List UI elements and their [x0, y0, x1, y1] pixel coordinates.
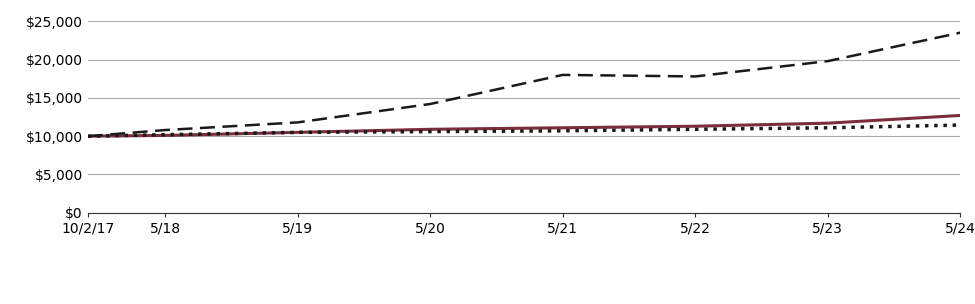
Standard & Poor's 500 Stock Index, $23,516 — [292, 121, 303, 124]
ICE BofA 0-3 Month U.S. Treasury Bill Index, $11,453 — [82, 134, 94, 138]
Line: ICE BofA 0-3 Month U.S. Treasury Bill Index, $11,453: ICE BofA 0-3 Month U.S. Treasury Bill In… — [88, 125, 960, 136]
ICE BofA 0-3 Month U.S. Treasury Bill Index, $11,453 — [955, 123, 966, 127]
MFS Managed Wealth Fund, $12,708 — [292, 130, 303, 134]
ICE BofA 0-3 Month U.S. Treasury Bill Index, $11,453 — [822, 126, 834, 130]
ICE BofA 0-3 Month U.S. Treasury Bill Index, $11,453 — [292, 130, 303, 134]
Line: MFS Managed Wealth Fund, $12,708: MFS Managed Wealth Fund, $12,708 — [88, 116, 960, 136]
Standard & Poor's 500 Stock Index, $23,516 — [822, 59, 834, 63]
MFS Managed Wealth Fund, $12,708 — [159, 133, 171, 137]
ICE BofA 0-3 Month U.S. Treasury Bill Index, $11,453 — [689, 127, 701, 131]
ICE BofA 0-3 Month U.S. Treasury Bill Index, $11,453 — [424, 130, 436, 133]
Standard & Poor's 500 Stock Index, $23,516 — [689, 74, 701, 78]
MFS Managed Wealth Fund, $12,708 — [955, 114, 966, 117]
ICE BofA 0-3 Month U.S. Treasury Bill Index, $11,453 — [159, 133, 171, 136]
Line: Standard & Poor's 500 Stock Index, $23,516: Standard & Poor's 500 Stock Index, $23,5… — [88, 33, 960, 136]
Standard & Poor's 500 Stock Index, $23,516 — [955, 31, 966, 34]
Standard & Poor's 500 Stock Index, $23,516 — [82, 134, 94, 138]
Standard & Poor's 500 Stock Index, $23,516 — [557, 73, 568, 77]
MFS Managed Wealth Fund, $12,708 — [689, 124, 701, 128]
MFS Managed Wealth Fund, $12,708 — [424, 127, 436, 131]
ICE BofA 0-3 Month U.S. Treasury Bill Index, $11,453 — [557, 129, 568, 133]
Standard & Poor's 500 Stock Index, $23,516 — [424, 102, 436, 106]
Standard & Poor's 500 Stock Index, $23,516 — [159, 128, 171, 132]
MFS Managed Wealth Fund, $12,708 — [822, 121, 834, 125]
MFS Managed Wealth Fund, $12,708 — [82, 134, 94, 138]
MFS Managed Wealth Fund, $12,708 — [557, 126, 568, 130]
